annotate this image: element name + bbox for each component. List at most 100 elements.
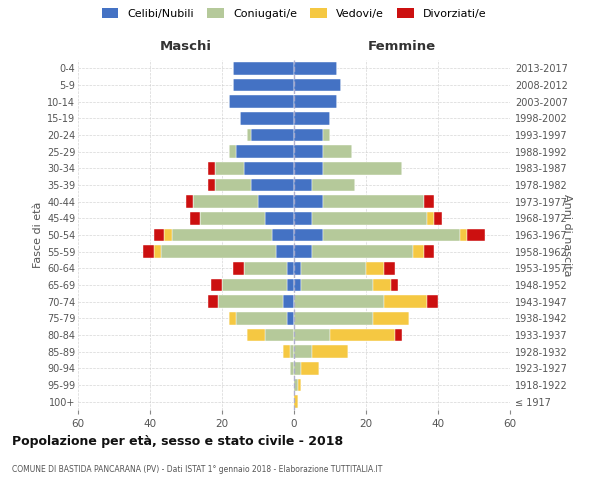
Bar: [236, 146, 294, 158]
Bar: [294, 146, 323, 158]
Bar: [265, 212, 294, 224]
Bar: [427, 296, 438, 308]
Bar: [294, 229, 323, 241]
Bar: [208, 179, 215, 192]
Bar: [215, 179, 251, 192]
Bar: [290, 362, 294, 374]
Bar: [294, 112, 330, 124]
Bar: [172, 229, 272, 241]
Bar: [154, 229, 164, 241]
Bar: [154, 246, 161, 258]
Bar: [229, 146, 236, 158]
Bar: [222, 279, 287, 291]
Bar: [211, 279, 222, 291]
Bar: [427, 212, 434, 224]
Legend: Celibi/Nubili, Coniugati/e, Vedovi/e, Divorziati/e: Celibi/Nubili, Coniugati/e, Vedovi/e, Di…: [102, 8, 486, 19]
Text: Maschi: Maschi: [160, 40, 212, 53]
Bar: [272, 229, 294, 241]
Bar: [244, 162, 294, 174]
Bar: [290, 346, 294, 358]
Bar: [301, 362, 319, 374]
Bar: [287, 279, 294, 291]
Bar: [301, 262, 366, 274]
Bar: [384, 262, 395, 274]
Bar: [229, 312, 236, 324]
Bar: [233, 79, 294, 92]
Bar: [236, 312, 287, 324]
Bar: [233, 262, 244, 274]
Bar: [294, 196, 323, 208]
Bar: [395, 329, 402, 341]
Bar: [312, 179, 355, 192]
Bar: [247, 329, 265, 341]
Bar: [434, 212, 442, 224]
Bar: [323, 129, 330, 141]
Bar: [413, 246, 424, 258]
Bar: [294, 262, 301, 274]
Bar: [240, 112, 294, 124]
Bar: [233, 62, 294, 74]
Bar: [161, 246, 276, 258]
Bar: [373, 312, 409, 324]
Bar: [193, 196, 258, 208]
Bar: [391, 279, 398, 291]
Bar: [298, 379, 301, 391]
Bar: [323, 196, 424, 208]
Bar: [294, 379, 298, 391]
Bar: [283, 296, 294, 308]
Bar: [301, 279, 373, 291]
Bar: [330, 329, 395, 341]
Bar: [200, 212, 265, 224]
Bar: [208, 296, 218, 308]
Bar: [424, 246, 434, 258]
Bar: [294, 246, 312, 258]
Bar: [251, 179, 294, 192]
Bar: [312, 246, 413, 258]
Bar: [294, 396, 298, 408]
Text: COMUNE DI BASTIDA PANCARANA (PV) - Dati ISTAT 1° gennaio 2018 - Elaborazione TUT: COMUNE DI BASTIDA PANCARANA (PV) - Dati …: [12, 465, 382, 474]
Bar: [294, 312, 373, 324]
Bar: [258, 196, 294, 208]
Bar: [143, 246, 154, 258]
Bar: [208, 162, 215, 174]
Bar: [373, 279, 391, 291]
Text: Popolazione per età, sesso e stato civile - 2018: Popolazione per età, sesso e stato civil…: [12, 435, 343, 448]
Bar: [294, 279, 301, 291]
Bar: [215, 162, 244, 174]
Bar: [294, 212, 312, 224]
Bar: [218, 296, 283, 308]
Bar: [323, 229, 460, 241]
Bar: [294, 162, 323, 174]
Bar: [294, 296, 384, 308]
Bar: [294, 346, 312, 358]
Y-axis label: Fasce di età: Fasce di età: [32, 202, 43, 268]
Bar: [294, 129, 323, 141]
Bar: [294, 96, 337, 108]
Bar: [190, 212, 200, 224]
Bar: [312, 212, 427, 224]
Bar: [251, 129, 294, 141]
Bar: [283, 346, 290, 358]
Bar: [294, 179, 312, 192]
Bar: [244, 262, 287, 274]
Bar: [186, 196, 193, 208]
Bar: [323, 146, 352, 158]
Bar: [287, 262, 294, 274]
Text: Femmine: Femmine: [368, 40, 436, 53]
Bar: [460, 229, 467, 241]
Bar: [467, 229, 485, 241]
Bar: [276, 246, 294, 258]
Bar: [312, 346, 348, 358]
Bar: [294, 79, 341, 92]
Bar: [294, 329, 330, 341]
Bar: [294, 362, 301, 374]
Bar: [164, 229, 172, 241]
Bar: [366, 262, 384, 274]
Bar: [247, 129, 251, 141]
Bar: [287, 312, 294, 324]
Bar: [424, 196, 434, 208]
Bar: [294, 62, 337, 74]
Bar: [265, 329, 294, 341]
Bar: [229, 96, 294, 108]
Y-axis label: Anni di nascita: Anni di nascita: [562, 194, 572, 276]
